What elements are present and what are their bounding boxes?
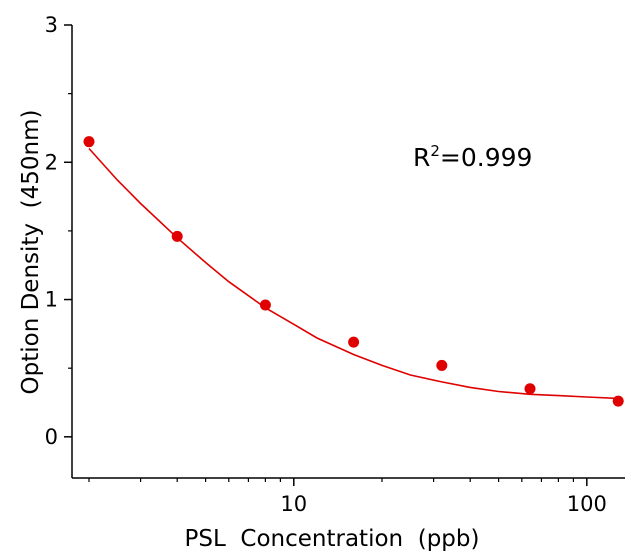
axes: 10 100 0 1 2 3 xyxy=(45,13,625,516)
data-point xyxy=(612,395,624,407)
x-ticks: 10 100 xyxy=(88,478,607,516)
data-point xyxy=(524,383,536,395)
y-tick-label: 2 xyxy=(45,150,58,174)
r-squared-superscript: 2 xyxy=(430,142,440,160)
y-tick-label: 3 xyxy=(45,13,58,37)
data-points xyxy=(83,136,624,407)
data-point xyxy=(348,336,360,348)
data-point xyxy=(83,136,95,148)
y-tick-label: 1 xyxy=(45,288,58,312)
x-axis-title: PSL Concentration (ppb) xyxy=(185,526,480,552)
y-ticks: 0 1 2 3 xyxy=(45,13,72,449)
data-point xyxy=(259,299,271,311)
x-tick-label: 10 xyxy=(280,492,307,516)
x-tick-label: 100 xyxy=(567,492,607,516)
y-axis-title: Option Density (450nm) xyxy=(18,110,44,395)
r-squared-annotation: R2=0.999 xyxy=(413,142,532,172)
data-point xyxy=(171,230,183,242)
r-squared-label: R xyxy=(413,143,430,172)
r-squared-value: =0.999 xyxy=(440,143,533,172)
data-point xyxy=(436,359,448,371)
y-tick-label: 0 xyxy=(45,425,58,449)
fit-curve xyxy=(88,147,619,400)
